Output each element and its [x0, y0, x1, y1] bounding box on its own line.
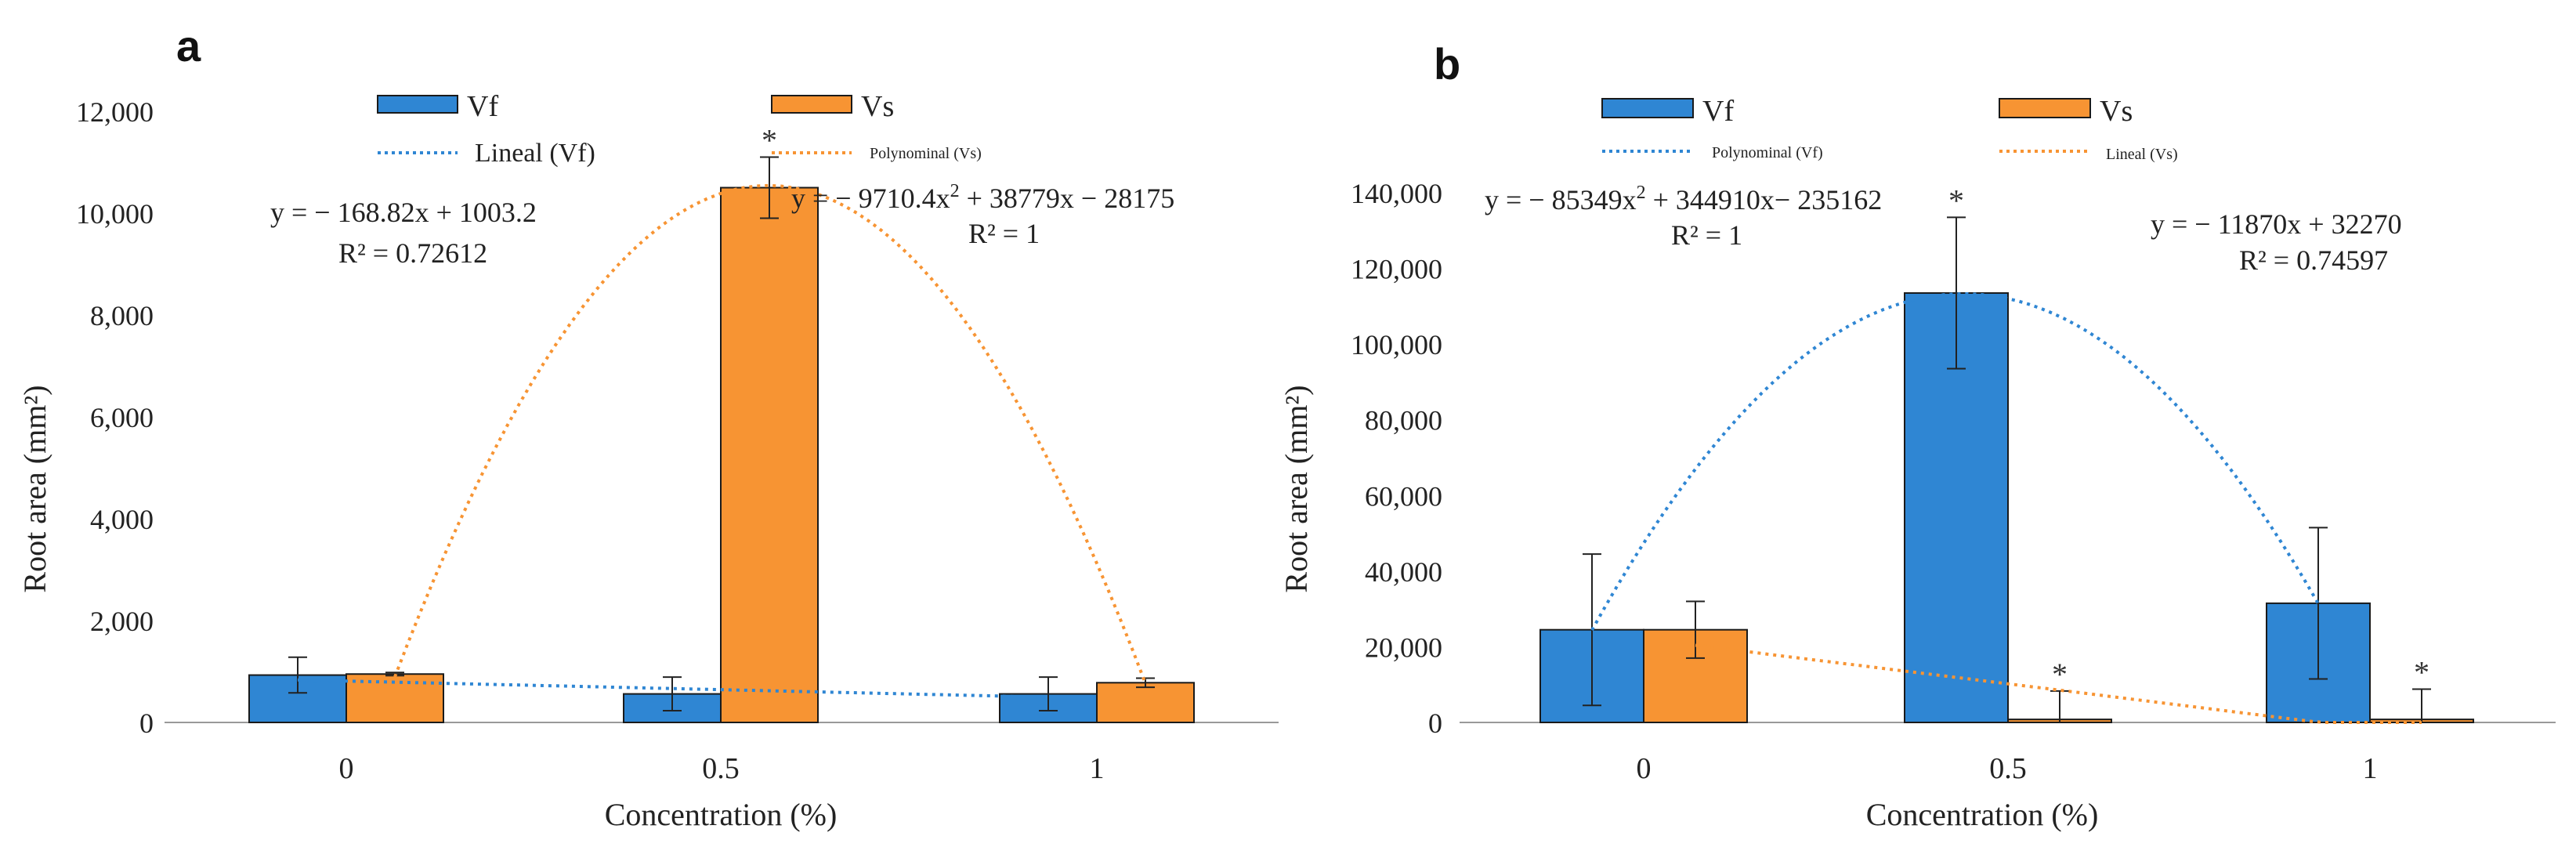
panel-b-y-ticks: 0 20,000 40,000 60,000 80,000 100,000 120,000 1…	[1351, 178, 1442, 739]
panel-b-x-title: Concentration (%)	[1866, 797, 2099, 832]
panel-a-x-title: Concentration (%)	[605, 797, 838, 832]
panel-b-eq1-r2: R² = 1	[1671, 219, 1742, 251]
panel-a-legend-vf-swatch	[377, 95, 458, 114]
panel-a-legend-vs-label: Vs	[861, 90, 894, 123]
panel-b-ytick-label: 100,000	[1351, 329, 1442, 360]
panel-b-trendlines	[1590, 291, 2422, 724]
panel-a-ytick-label: 0	[139, 708, 154, 739]
panel-b-ytick-label: 120,000	[1351, 254, 1442, 285]
panel-b-legend-trend1-label: Polynominal (Vf)	[1712, 144, 1823, 161]
panel-b-xtick-0: 0	[1637, 752, 1652, 785]
panel-a-eq2-r2: R² = 1	[968, 218, 1040, 249]
panel-b-ytick-label: 60,000	[1365, 480, 1442, 512]
panel-b-eq1: y = − 85349x2 + 344910x− 235162	[1485, 183, 1882, 215]
panel-b-ytick-label: 0	[1428, 708, 1442, 739]
panel-b-significance-marker: *	[1948, 183, 1964, 218]
panel-a-ytick-label: 12,000	[76, 96, 154, 128]
panel-a-legend-trend2-label: Polynominal (Vs)	[870, 145, 982, 162]
panel-b-significance-marker: *	[2414, 655, 2429, 690]
panel-b-significance-marker: *	[2052, 657, 2068, 692]
panel-b-ytick-label: 140,000	[1351, 178, 1442, 209]
panel-b-ytick-label: 80,000	[1365, 405, 1442, 436]
panel-a-trendlines	[297, 183, 1147, 699]
panel-b-legend-trend2-label: Lineal (Vs)	[2106, 146, 2178, 163]
panel-b-xtick-2: 1	[2363, 752, 2378, 785]
panel-a-eq1: y = − 168.82x + 1003.2	[270, 197, 537, 228]
panel-b-bars: * * *	[1539, 183, 2474, 724]
panel-b-ytick-label: 20,000	[1365, 632, 1442, 663]
panel-a-legend: Vf Vs Lineal (Vf) Polynominal (Vs)	[377, 90, 982, 168]
panel-b-xtick-1: 0.5	[1989, 752, 2027, 785]
panel-b-legend-vf-swatch	[1601, 98, 1694, 118]
panel-a-ytick-label: 10,000	[76, 198, 154, 230]
panel-a-y-title: Root area (mm²)	[17, 385, 52, 592]
panel-b-legend-vf-label: Vf	[1702, 95, 1734, 128]
panel-a-bars: *	[248, 123, 1195, 723]
panel-b-y-title: Root area (mm²)	[1279, 385, 1314, 592]
panel-a-ytick-label: 4,000	[90, 504, 154, 535]
panel-b-eq2: y = − 11870x + 32270	[2151, 208, 2402, 240]
panel-a-xtick-0: 0	[339, 752, 354, 785]
panel-a-bar-vs	[720, 186, 819, 723]
panel-a-significance-marker: *	[762, 123, 777, 158]
panel-a-trendline-polynominal-vs	[393, 183, 1147, 684]
panel-b-label: b	[1434, 39, 1460, 89]
panel-a-label: a	[176, 21, 201, 71]
panel-a-legend-vf-label: Vf	[467, 90, 498, 123]
panel-a-xtick-1: 0.5	[702, 752, 740, 785]
panel-a-ytick-label: 2,000	[90, 606, 154, 637]
panel-a-y-ticks: 0 2,000 4,000 6,000 8,000 10,000 12,000	[76, 96, 154, 739]
panel-b: b Vf Vs Polynominal (Vf) Lineal (Vs) 0 20…	[1279, 39, 2556, 832]
panel-b-eq2-r2: R² = 0.74597	[2239, 244, 2388, 276]
panel-b-trendline-polynominal-vf	[1590, 291, 2320, 632]
panel-a-legend-vs-swatch	[771, 95, 852, 114]
panel-a-ytick-label: 6,000	[90, 402, 154, 433]
panel-b-legend: Vf Vs Polynominal (Vf) Lineal (Vs)	[1601, 95, 2178, 163]
panel-a-xtick-2: 1	[1090, 752, 1105, 785]
panel-a: a Vf Vs Lineal (Vf) Polynominal (Vs) 0 2,…	[17, 21, 1279, 832]
panel-a-ytick-label: 8,000	[90, 300, 154, 331]
panel-a-bar-vs	[1096, 682, 1195, 723]
panel-a-eq1-r2: R² = 0.72612	[338, 237, 487, 269]
panel-b-ytick-label: 40,000	[1365, 556, 1442, 588]
panel-b-legend-vs-label: Vs	[2100, 95, 2133, 128]
panel-a-legend-trend1-label: Lineal (Vf)	[475, 139, 595, 168]
panel-b-legend-vs-swatch	[1999, 98, 2091, 118]
panel-a-eq2: y = − 9710.4x2 + 38779x − 28175	[791, 181, 1174, 214]
